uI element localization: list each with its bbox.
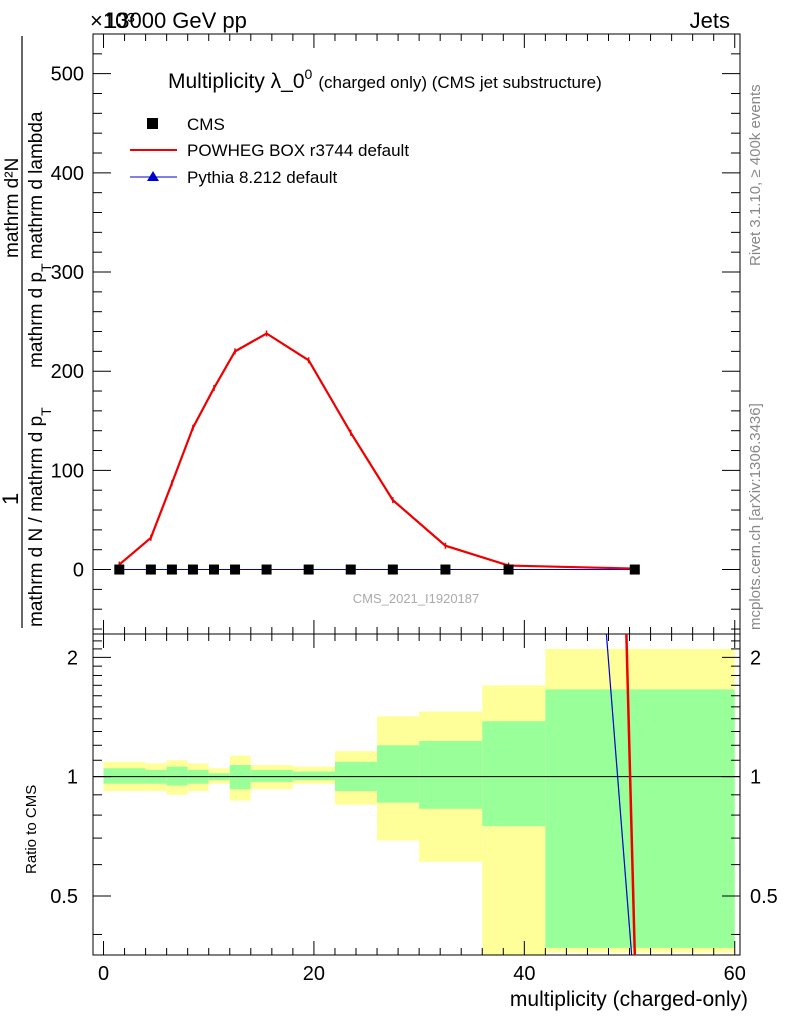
ratio-stat-band [377, 745, 420, 803]
plot-title-prefix: Multiplicity λ_0 [168, 70, 305, 93]
x-tick-label: 20 [303, 963, 325, 985]
ratio-series-layer [605, 633, 637, 956]
main-y-tick-label: 500 [51, 64, 84, 86]
ratio-y-tick-label: 2 [67, 647, 78, 669]
ratio-y-axis-label: Ratio to CMS [23, 785, 40, 874]
powheg-series-line [118, 332, 635, 570]
plot-title-superscript: 0 [305, 66, 313, 82]
header-jets-label: Jets [690, 8, 730, 33]
ratio-uncertainty-bands [103, 648, 735, 955]
main-y-tick-label: 100 [51, 460, 84, 482]
x-tick-label: 40 [513, 963, 535, 985]
pythia-ratio-line [605, 633, 633, 956]
ratio-y-tick-label: 1 [67, 767, 78, 789]
x-tick-label: 60 [724, 963, 746, 985]
cms-data-point [208, 564, 219, 575]
main-y-tick-label: 400 [51, 163, 84, 185]
ratio-y-tick-label-right: 2 [750, 647, 761, 669]
ratio-stat-band [166, 766, 188, 786]
legend-cms-label: CMS [187, 115, 225, 134]
cms-data-point [166, 564, 177, 575]
exponent-label: ×10³ [90, 8, 135, 33]
legend: CMS POWHEG BOX r3744 default Pythia 8.21… [130, 115, 409, 187]
axis-tick-labels: 0 20 40 60 0 100 200 300 400 500 0.5 0.5 1 1 2 2 [50, 64, 778, 985]
y-label-numerator: 1 [0, 493, 23, 505]
ratio-y-tick-label: 0.5 [50, 886, 78, 908]
main-y-tick-label: 200 [51, 361, 84, 383]
x-tick-label: 0 [98, 963, 109, 985]
cms-data-point [440, 564, 451, 575]
powheg-ratio-line [625, 633, 637, 956]
main-series-layer [114, 330, 640, 575]
cms-data-point [345, 564, 356, 575]
legend-powheg-label: POWHEG BOX r3744 default [187, 141, 409, 160]
cms-data-point [145, 564, 156, 575]
main-y-tick-label: 300 [51, 262, 84, 284]
ratio-y-tick-label-right: 1 [750, 767, 761, 789]
x-axis-label: multiplicity (charged-only) [510, 988, 748, 1011]
ratio-stat-band [545, 689, 735, 948]
cms-data-point [114, 564, 125, 575]
mcplots-source-label: mcplots.cern.ch [arXiv:1306.3436] [747, 403, 764, 630]
header-energy-label: 13000 GeV pp [105, 8, 247, 33]
cms-data-point [261, 564, 272, 575]
y-label-denominator: mathrm d N / mathrm d pT [26, 407, 54, 627]
axis-ticks [93, 33, 740, 955]
main-y-axis-label: 1 mathrm d N / mathrm d pT mathrm d pTma… [0, 36, 54, 628]
y-label-numerator2: mathrm d²N [2, 158, 23, 258]
analysis-id-label: CMS_2021_I1920187 [353, 591, 480, 606]
legend-pythia-label: Pythia 8.212 default [187, 168, 338, 187]
cms-data-point [387, 564, 398, 575]
cms-data-point [629, 564, 640, 575]
legend-cms-marker [147, 118, 158, 129]
ratio-y-tick-label-right: 0.5 [750, 886, 778, 908]
ratio-stat-band [292, 771, 335, 781]
rivet-version-label: Rivet 3.1.10, ≥ 400k events [747, 84, 764, 266]
plot-title-suffix: (charged only) (CMS jet substructure) [318, 73, 601, 92]
ratio-stat-band [419, 741, 483, 809]
plot-title: Multiplicity λ_00 (charged only) (CMS jet… [168, 66, 602, 93]
ratio-stat-band [250, 769, 293, 782]
y-label-second-fraction: mathrm d pTmathrm d lambda [26, 111, 54, 368]
cms-data-point [503, 564, 514, 575]
ratio-stat-band [103, 768, 146, 784]
ratio-stat-band [482, 721, 546, 827]
legend-pythia-marker [147, 171, 159, 181]
cms-data-point [303, 564, 314, 575]
cms-data-point [230, 564, 241, 575]
cms-data-point [187, 564, 198, 575]
main-y-tick-label: 0 [73, 560, 84, 582]
